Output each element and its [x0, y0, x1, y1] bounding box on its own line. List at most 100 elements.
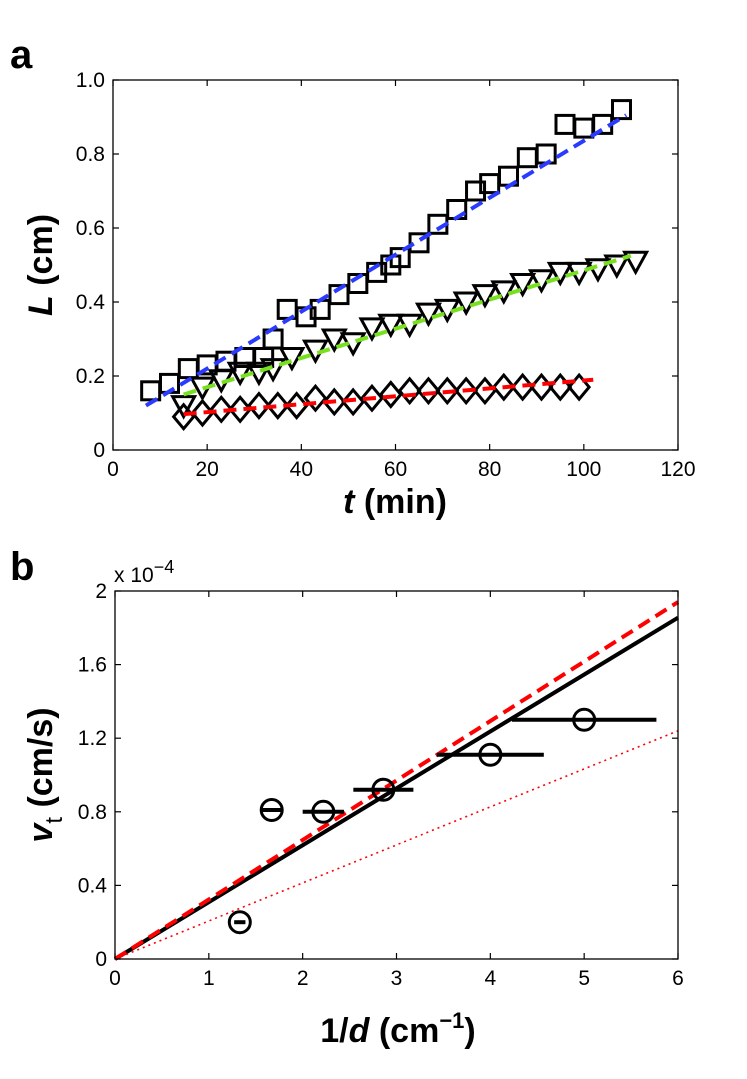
- panel-b-y-tick-label: 0.8: [78, 801, 107, 824]
- diamond-marker: [491, 372, 516, 402]
- fit-line: [183, 377, 594, 417]
- square-marker: [465, 180, 487, 202]
- panel-b-x-exp: −1: [439, 1008, 464, 1033]
- panel-b-x-var-d: d: [349, 1012, 371, 1050]
- model-line-dashed: [113, 600, 680, 961]
- panel-b-scale-exp: −4: [154, 557, 175, 577]
- panel-b-y-tick-label: 2: [95, 580, 107, 603]
- panel-b-label: b: [10, 545, 34, 589]
- panel-a-x-tick-label: 40: [290, 458, 313, 481]
- diamond-marker: [322, 387, 347, 417]
- triangle-marker: [278, 347, 306, 372]
- panel-a-y-tick-label: 0.6: [76, 217, 105, 240]
- panel-a-x-unit: (min): [354, 483, 447, 521]
- fit-line: [144, 113, 628, 408]
- square-marker: [611, 99, 632, 121]
- circle-marker: [371, 777, 396, 802]
- diamond-marker: [397, 376, 422, 406]
- panel-a-y-tick-label: 0.2: [76, 365, 105, 388]
- diamond-marker: [435, 376, 460, 406]
- panel-a-x-tick-label: 0: [107, 458, 119, 481]
- fit-line: [183, 253, 632, 397]
- panel-a-x-tick-label: 20: [195, 458, 218, 481]
- panel-b-y-tick-label: 1.6: [78, 654, 107, 677]
- panel-a-y-tick-label: 0: [93, 439, 105, 462]
- panel-b-x-axis-label: 1/d (cm−1): [320, 1008, 475, 1050]
- circle-marker: [227, 910, 252, 935]
- panel-b-marks: [113, 600, 680, 961]
- diamond-marker: [284, 391, 309, 420]
- panel-b-x-tick-label: 2: [297, 967, 309, 990]
- square-marker: [408, 232, 430, 254]
- square-marker: [140, 380, 162, 402]
- panel-b-scale-note: x 10−4: [114, 557, 174, 587]
- diamond-marker: [303, 383, 328, 413]
- square-marker: [535, 143, 557, 165]
- circle-marker: [311, 799, 336, 824]
- panel-b-y-var: v: [22, 822, 60, 843]
- panel-b-x-tick-label: 5: [578, 967, 590, 990]
- panel-a-y-tick-label: 0.4: [76, 291, 106, 314]
- triangle-marker: [170, 395, 198, 420]
- panel-a-y-tick-label: 0.8: [76, 143, 105, 166]
- panel-b-y-ticks: 0 0.4 0.8 1.2 1.6 2: [78, 580, 678, 971]
- diamond-marker: [360, 383, 384, 413]
- square-marker: [366, 261, 388, 283]
- panel-a-marks: [140, 99, 650, 432]
- panel-a-x-tick-label: 60: [384, 458, 407, 481]
- diamond-marker: [209, 394, 234, 424]
- triangle-marker: [603, 254, 631, 280]
- panel-a-y-var: L: [22, 295, 60, 316]
- square-marker: [554, 113, 576, 135]
- circle-marker: [572, 707, 597, 732]
- panel-a-y-ticks: 0 0.2 0.4 0.6 0.8 1.0: [76, 69, 678, 462]
- triangle-marker: [546, 261, 574, 287]
- triangle-marker: [414, 302, 442, 328]
- panel-a-y-axis-label: L (cm): [22, 214, 60, 316]
- diamond-marker: [416, 376, 441, 406]
- diamond-marker: [228, 394, 253, 424]
- diamond-marker: [265, 391, 290, 420]
- panel-b-y-sub: t: [41, 817, 68, 824]
- triangle-marker: [452, 291, 480, 317]
- square-marker: [177, 358, 199, 380]
- panel-a-label: a: [10, 33, 33, 77]
- panel-b-x-tick-label: 0: [109, 967, 121, 990]
- diamond-marker: [247, 391, 271, 420]
- panel-a-x-tick-label: 120: [660, 458, 695, 481]
- model-line-dotted: [114, 730, 679, 960]
- panel-b-x-close: ): [464, 1012, 475, 1050]
- triangle-marker: [320, 328, 348, 354]
- diamond-marker: [341, 387, 366, 417]
- panel-a: a 0 20 40 60 80 100 120 0 0.2 0.4 0.6 0.8 1.0 t (mi…: [10, 33, 696, 521]
- diamond-marker: [378, 380, 403, 409]
- diamond-marker: [190, 398, 215, 428]
- panel-a-x-axis-label: t (min): [343, 483, 447, 521]
- panel-a-x-var: t: [343, 483, 356, 521]
- triangle-marker: [471, 284, 499, 309]
- panel-b-x-tick-label: 6: [672, 967, 684, 990]
- panel-b-y-tick-label: 1.2: [78, 727, 107, 750]
- panel-b-y-tick-label: 0: [95, 948, 107, 971]
- panel-b-y-unit: (cm/s): [22, 707, 60, 817]
- panel-b-x-tick-label: 1: [203, 967, 215, 990]
- triangle-marker: [622, 250, 650, 276]
- panel-a-y-unit: (cm): [22, 214, 60, 295]
- panel-b-y-tick-label: 0.4: [78, 874, 108, 897]
- panel-b-x-ticks: 0 1 2 3 4 5 6: [109, 591, 684, 990]
- panel-b-x-var-prefix: 1/: [320, 1012, 349, 1050]
- square-marker: [516, 147, 538, 169]
- panel-a-x-tick-label: 100: [566, 458, 601, 481]
- square-marker: [573, 117, 595, 139]
- panel-a-x-ticks: 0 20 40 60 80 100 120: [107, 80, 696, 481]
- panel-a-x-tick-label: 80: [478, 458, 501, 481]
- panel-b-x-unit: (cm: [369, 1012, 439, 1050]
- panel-a-y-tick-label: 1.0: [76, 69, 105, 92]
- triangle-marker: [509, 273, 537, 298]
- panel-b-x-tick-label: 4: [484, 967, 496, 990]
- triangle-marker: [377, 313, 405, 339]
- square-marker: [328, 284, 350, 306]
- panel-b-y-axis-label: vt (cm/s): [22, 707, 68, 842]
